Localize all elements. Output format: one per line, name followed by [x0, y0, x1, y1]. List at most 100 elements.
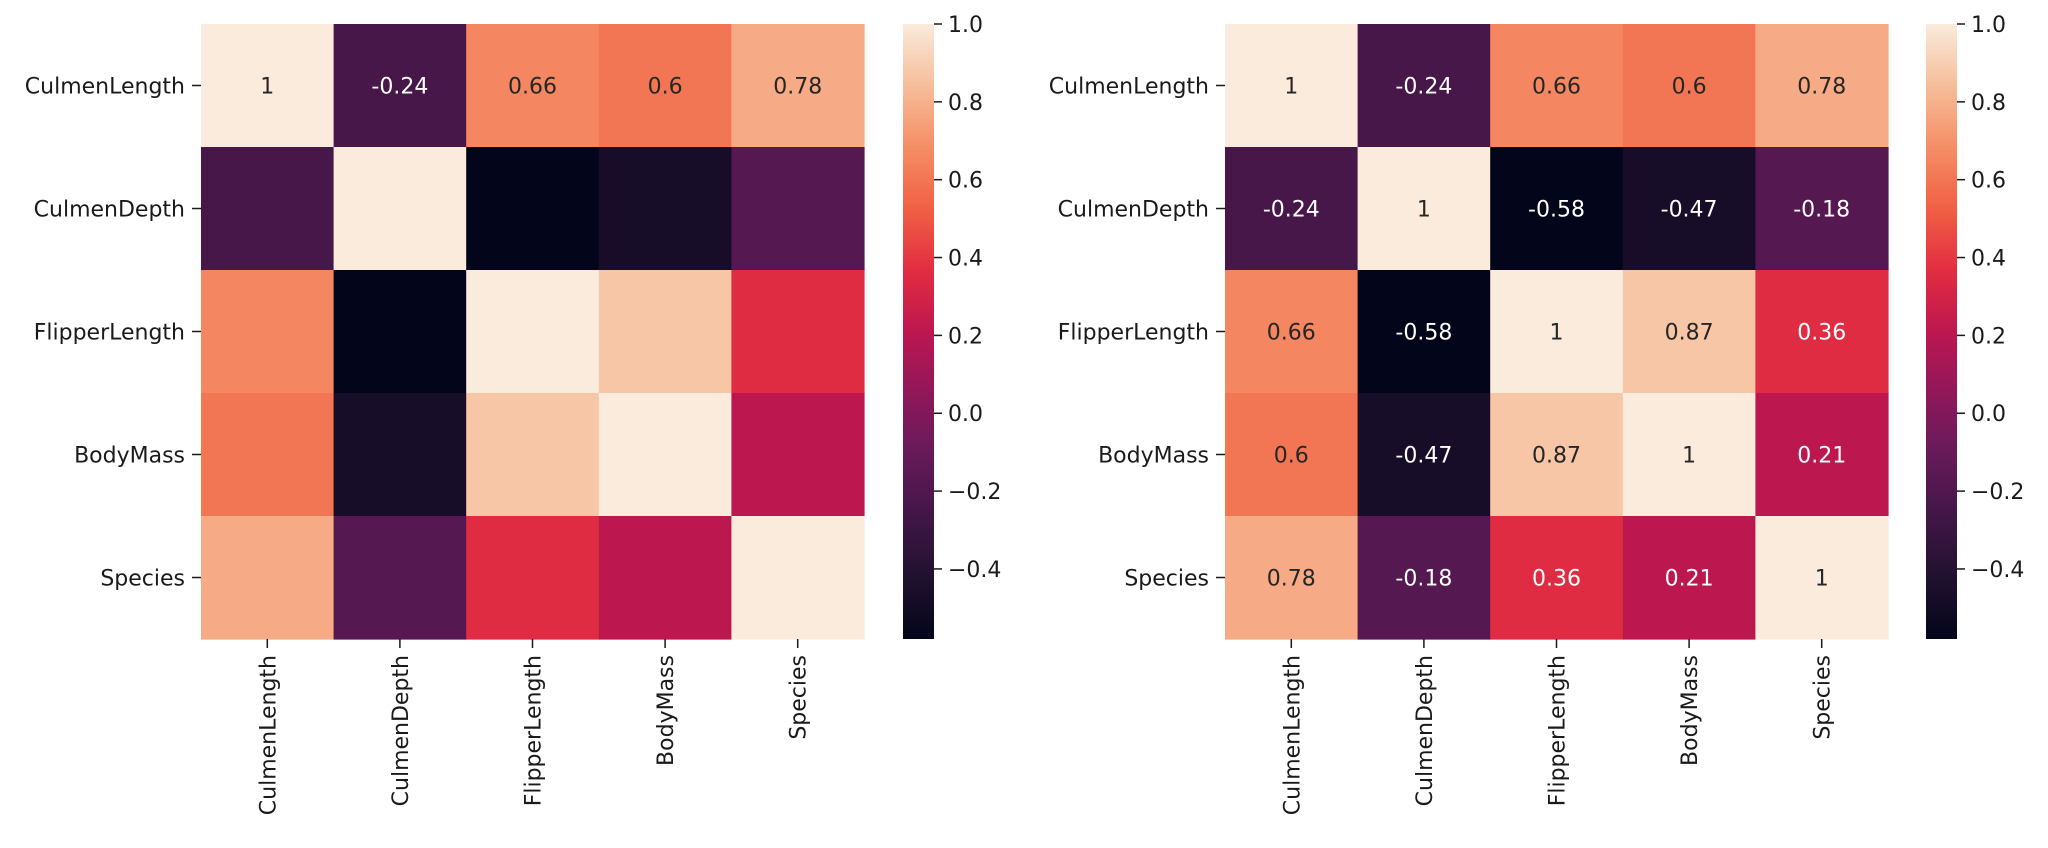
heatmap-cell-r1-c2 [466, 147, 600, 271]
cell-annotation-r2-c3: 0.87 [1665, 321, 1714, 346]
cell-annotation-r4-c2: 0.36 [1532, 567, 1581, 592]
heatmap-cell-r4-c2 [466, 516, 600, 640]
cell-annotation-r4-c4: 1 [1815, 567, 1829, 592]
heatmap-cell-r1-c1 [1357, 147, 1491, 271]
y-tick-label-4: Species [1124, 567, 1209, 592]
cell-annotation-r2-c4: 0.36 [1797, 321, 1846, 346]
cell-annotation-r2-c0: 0.66 [1267, 321, 1316, 346]
heatmap-cell-r2-c2 [1490, 270, 1624, 394]
cell-annotation-r0-c0: 1 [1284, 75, 1298, 100]
cell-annotation-r0-c3: 0.6 [648, 75, 683, 100]
y-tick-label-1: CulmenDepth [1058, 198, 1209, 223]
heatmap-cell-r4-c0 [201, 516, 335, 640]
heatmap-cell-r4-c4 [1755, 516, 1889, 640]
heatmap-cell-r0-c1 [333, 24, 467, 148]
heatmap-cell-r0-c0 [201, 24, 335, 148]
cell-annotation-r0-c2: 0.66 [508, 75, 557, 100]
heatmap-cell-r3-c0 [1225, 393, 1359, 517]
heatmap-cell-r2-c4 [1755, 270, 1889, 394]
heatmap-cell-r3-c3 [1622, 393, 1756, 517]
heatmap-cell-r4-c3 [598, 516, 732, 640]
heatmap-cell-r0-c4 [731, 24, 865, 148]
heatmap-cell-r2-c1 [1357, 270, 1491, 394]
cell-annotation-r0-c3: 0.6 [1672, 75, 1707, 100]
heatmap-cell-r2-c4 [731, 270, 865, 394]
cell-annotation-r0-c4: 0.78 [773, 75, 822, 100]
colorbar-tick-label-7: −0.4 [1971, 558, 2024, 583]
cell-annotation-r0-c1: -0.24 [1395, 75, 1452, 100]
cell-annotation-r0-c0: 1 [260, 75, 274, 100]
x-tick-label-2: FlipperLength [1546, 655, 1571, 806]
heatmap-cell-r3-c2 [466, 393, 600, 517]
y-tick-label-0: CulmenLength [1049, 75, 1209, 100]
heatmap-cell-r0-c0 [1225, 24, 1359, 148]
colorbar-tick-label-1: 0.8 [948, 91, 983, 116]
colorbar-tick-label-5: 0.0 [1971, 402, 2006, 427]
y-tick-label-3: BodyMass [1098, 444, 1209, 469]
heatmap-cell-r0-c4 [1755, 24, 1889, 148]
y-tick-label-0: CulmenLength [25, 75, 185, 100]
cell-annotation-r3-c1: -0.47 [1395, 444, 1452, 469]
y-tick-label-3: BodyMass [74, 444, 185, 469]
heatmap-cell-r4-c3 [1622, 516, 1756, 640]
cell-annotation-r2-c2: 1 [1550, 321, 1564, 346]
colorbar-tick-label-3: 0.4 [948, 247, 983, 272]
heatmap-cell-r2-c3 [598, 270, 732, 394]
heatmap-cell-r3-c4 [1755, 393, 1889, 517]
x-tick-label-3: BodyMass [654, 655, 679, 766]
colorbar-tick-label-2: 0.6 [1971, 169, 2006, 194]
heatmap-cell-r1-c0 [201, 147, 335, 271]
heatmap-cell-r0-c1 [1357, 24, 1491, 148]
heatmap-cell-r0-c3 [598, 24, 732, 148]
colorbar-tick-label-1: 0.8 [1971, 91, 2006, 116]
colorbar-tick-label-2: 0.6 [948, 169, 983, 194]
x-tick-label-4: Species [1811, 655, 1836, 740]
cell-annotation-r4-c1: -0.18 [1395, 567, 1452, 592]
y-tick-label-4: Species [100, 567, 185, 592]
heatmap-cell-r2-c0 [1225, 270, 1359, 394]
x-tick-label-3: BodyMass [1678, 655, 1703, 766]
colorbar [903, 24, 934, 639]
x-tick-label-2: FlipperLength [522, 655, 547, 806]
y-tick-label-2: FlipperLength [34, 321, 185, 346]
heatmap-cell-r1-c3 [1622, 147, 1756, 271]
colorbar [1926, 24, 1957, 639]
colorbar-tick-label-3: 0.4 [1971, 247, 2006, 272]
heatmap-cell-r0-c2 [466, 24, 600, 148]
heatmap-cell-r0-c2 [1490, 24, 1624, 148]
heatmap-cell-r1-c1 [333, 147, 467, 271]
heatmap-cell-r0-c3 [1622, 24, 1756, 148]
heatmap-cell-r4-c1 [1357, 516, 1491, 640]
cell-annotation-r1-c2: -0.58 [1528, 198, 1585, 223]
cell-annotation-r4-c3: 0.21 [1665, 567, 1714, 592]
heatmap-cell-r4-c4 [731, 516, 865, 640]
colorbar-tick-label-0: 1.0 [948, 13, 983, 38]
cell-annotation-r3-c2: 0.87 [1532, 444, 1581, 469]
cell-annotation-r3-c4: 0.21 [1797, 444, 1846, 469]
cell-annotation-r1-c4: -0.18 [1793, 198, 1850, 223]
cell-annotation-r1-c0: -0.24 [1263, 198, 1320, 223]
heatmap-cell-r1-c4 [1755, 147, 1889, 271]
colorbar-tick-label-6: −0.2 [948, 480, 1001, 505]
heatmap-cell-r3-c1 [1357, 393, 1491, 517]
y-tick-label-1: CulmenDepth [34, 198, 185, 223]
heatmap-cell-r3-c1 [333, 393, 467, 517]
y-tick-label-2: FlipperLength [1058, 321, 1209, 346]
cell-annotation-r3-c3: 1 [1682, 444, 1696, 469]
cell-annotation-r3-c0: 0.6 [1274, 444, 1309, 469]
colorbar-tick-label-4: 0.2 [948, 324, 983, 349]
cell-annotation-r2-c1: -0.58 [1395, 321, 1452, 346]
x-tick-label-0: CulmenLength [1280, 655, 1305, 815]
x-tick-label-1: CulmenDepth [389, 655, 414, 806]
heatmap-cell-r1-c3 [598, 147, 732, 271]
x-tick-label-4: Species [787, 655, 812, 740]
heatmap-cell-r3-c2 [1490, 393, 1624, 517]
heatmap-cell-r3-c3 [598, 393, 732, 517]
heatmap-panel-2: 1 -0.24 0.66 0.6 0.78 -0.24 1 -0.58 -0.47 -0.18 0.… [1049, 13, 2025, 815]
heatmap-cell-r1-c2 [1490, 147, 1624, 271]
colorbar-tick-label-0: 1.0 [1971, 13, 2006, 38]
heatmap-cell-r2-c0 [201, 270, 335, 394]
heatmap-cell-r3-c4 [731, 393, 865, 517]
